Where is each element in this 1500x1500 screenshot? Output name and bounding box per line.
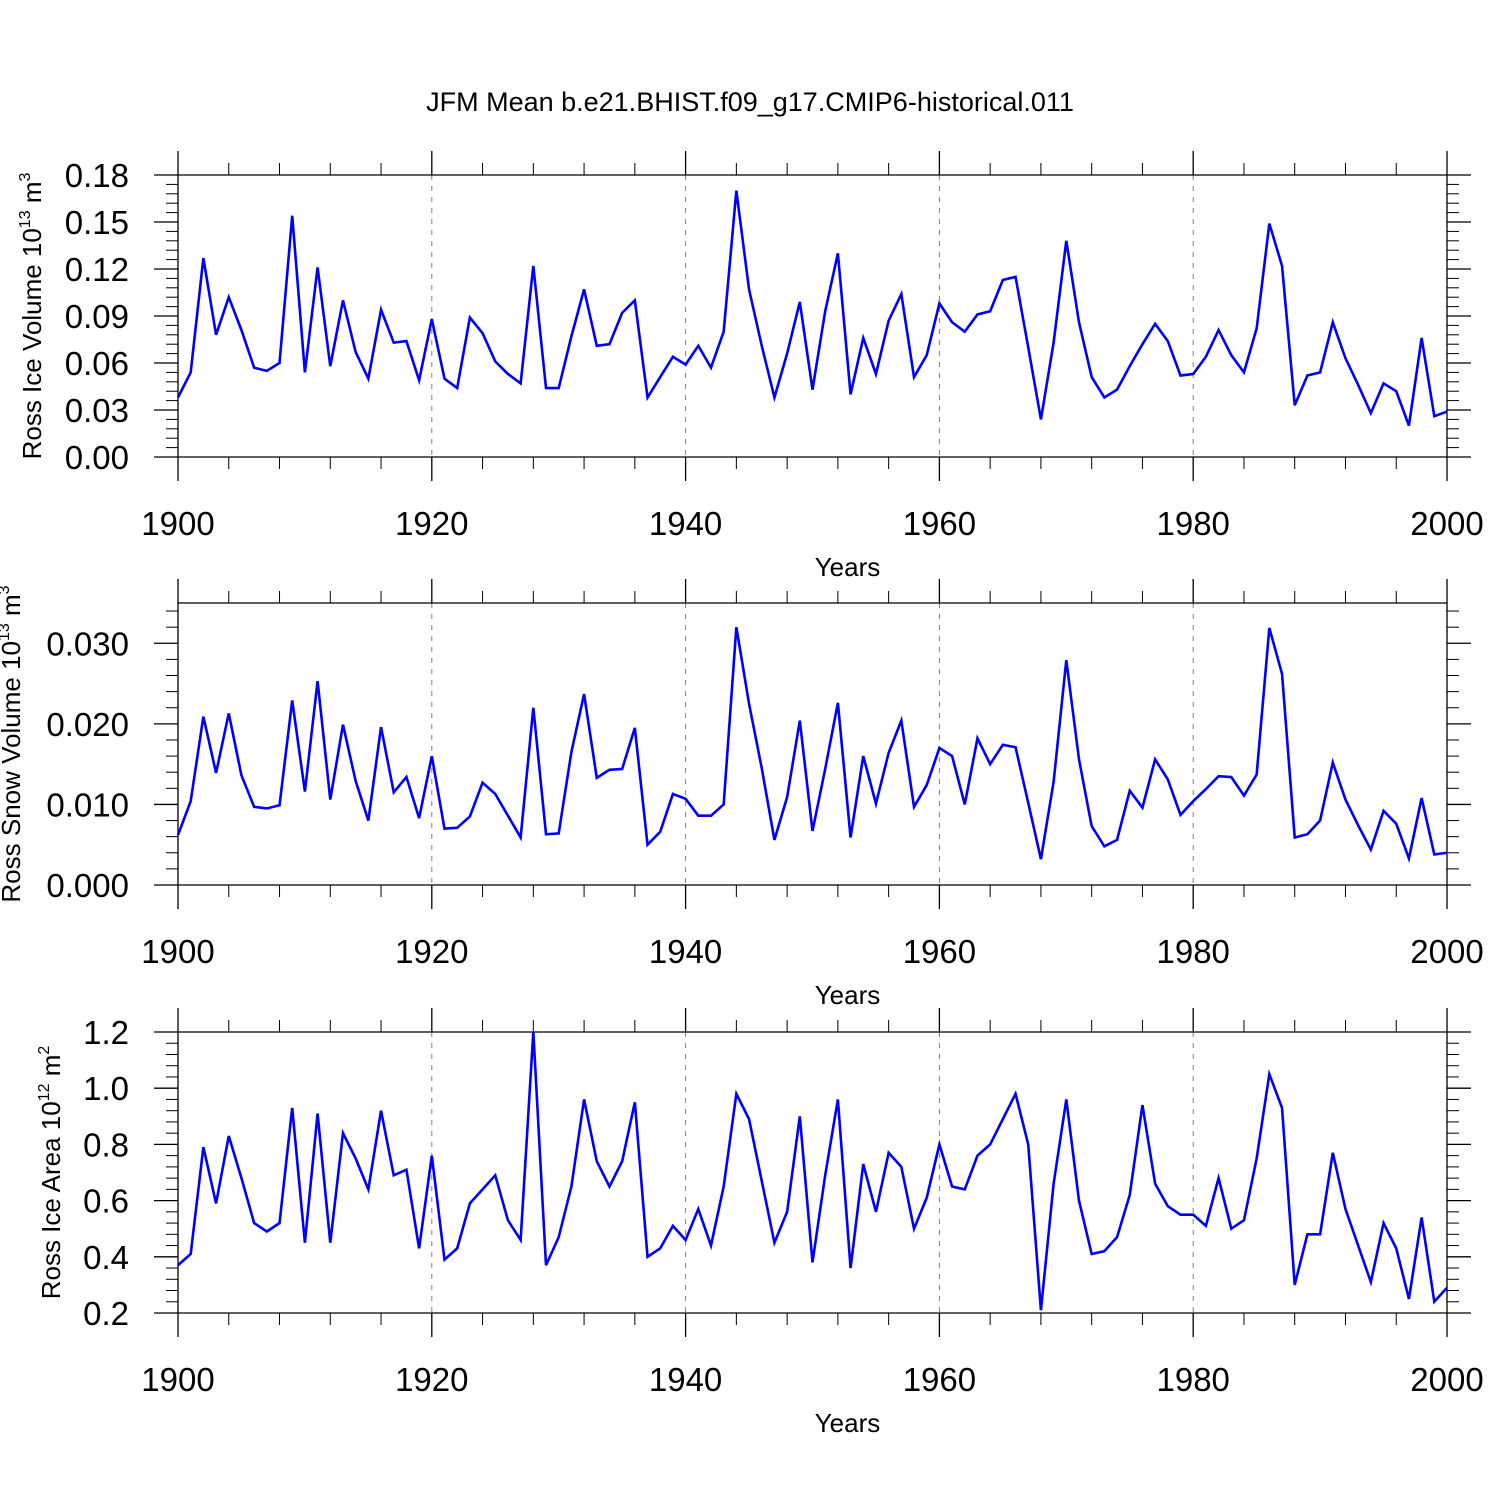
y-tick-label: 0.4 <box>83 1239 129 1276</box>
x-tick-label: 1920 <box>395 1361 468 1398</box>
x-tick-label: 1960 <box>903 933 976 970</box>
x-tick-label: 1980 <box>1156 505 1229 542</box>
x-tick-label: 1940 <box>649 933 722 970</box>
chart-panel-1: 0.00 0.03 0.06 0.09 0.12 0.15 0.18 1900 1920 1940… <box>17 151 1484 582</box>
y-tick-label: 0.15 <box>65 204 129 241</box>
y-axis-title-text: Ross Ice Volume 10 <box>17 228 47 459</box>
x-tick-label: 1900 <box>141 505 214 542</box>
y-axis-title-text: Ross Ice Area 10 <box>36 1101 66 1299</box>
y-tick-label: 0.03 <box>65 392 129 429</box>
y-axis-title-exponent: 12 <box>36 1083 53 1101</box>
y-tick-label: 0.010 <box>46 786 129 823</box>
y-tick-label: 0.06 <box>65 345 129 382</box>
y-tick-label: 0.8 <box>83 1126 129 1163</box>
y-axis-title-text: Ross Snow Volume 10 <box>0 641 26 903</box>
y-tick-label: 0.00 <box>65 439 129 476</box>
y-axis-title: Ross Ice Volume 1013 m3 <box>17 172 47 459</box>
y-tick-label: 0.6 <box>83 1183 129 1220</box>
chart-panel-2: 0.000 0.010 0.020 0.030 1900 1920 1940 1960 1980… <box>0 579 1484 1010</box>
x-tick-label: 1960 <box>903 1361 976 1398</box>
chart-panel-3: 0.2 0.4 0.6 0.8 1.0 1.2 1900 1920 1940 1960 1980 20… <box>36 1008 1484 1438</box>
x-tick-label: 2000 <box>1410 1361 1483 1398</box>
y-axis-title-unit: m <box>36 1055 66 1084</box>
y-tick-label: 1.2 <box>83 1014 129 1051</box>
x-tick-label: 1940 <box>649 505 722 542</box>
x-axis-title: Years <box>815 552 881 582</box>
y-axis-title-exponent: 13 <box>17 210 34 228</box>
x-tick-label: 1900 <box>141 933 214 970</box>
x-tick-label: 2000 <box>1410 505 1483 542</box>
x-tick-label: 1940 <box>649 1361 722 1398</box>
y-tick-label: 0.09 <box>65 298 129 335</box>
y-tick-label: 0.000 <box>46 867 129 904</box>
x-tick-label: 1980 <box>1156 933 1229 970</box>
y-axis-title-unit: m <box>17 181 47 210</box>
x-tick-label: 1960 <box>903 505 976 542</box>
y-axis-title-unit-exponent: 3 <box>0 585 13 594</box>
series-line <box>177 1031 1448 1311</box>
y-axis-title-unit-exponent: 2 <box>36 1046 53 1055</box>
x-axis-title: Years <box>815 980 881 1010</box>
x-tick-label: 1920 <box>395 505 468 542</box>
figure-title: JFM Mean b.e21.BHIST.f09_g17.CMIP6-histo… <box>426 87 1074 117</box>
y-axis-title: Ross Ice Area 1012 m2 <box>36 1046 66 1300</box>
y-tick-label: 0.030 <box>46 625 129 662</box>
series-line <box>176 626 1448 864</box>
y-axis-title-unit: m <box>0 594 26 623</box>
x-tick-label: 1980 <box>1156 1361 1229 1398</box>
y-tick-label: 1.0 <box>83 1070 129 1107</box>
y-tick-label: 0.020 <box>46 706 129 743</box>
series-line <box>176 190 1448 427</box>
x-axis-title: Years <box>815 1408 881 1438</box>
y-tick-label: 0.2 <box>83 1295 129 1332</box>
y-axis-title-exponent: 13 <box>0 623 13 641</box>
x-tick-label: 1920 <box>395 933 468 970</box>
x-tick-label: 2000 <box>1410 933 1483 970</box>
y-tick-label: 0.18 <box>65 157 129 194</box>
panels: 0.00 0.03 0.06 0.09 0.12 0.15 0.18 1900 1920 1940… <box>0 151 1484 1438</box>
y-axis-title: Ross Snow Volume 1013 m3 <box>0 585 26 902</box>
x-tick-label: 1900 <box>141 1361 214 1398</box>
y-axis-title-unit-exponent: 3 <box>17 172 34 181</box>
y-tick-label: 0.12 <box>65 251 129 288</box>
